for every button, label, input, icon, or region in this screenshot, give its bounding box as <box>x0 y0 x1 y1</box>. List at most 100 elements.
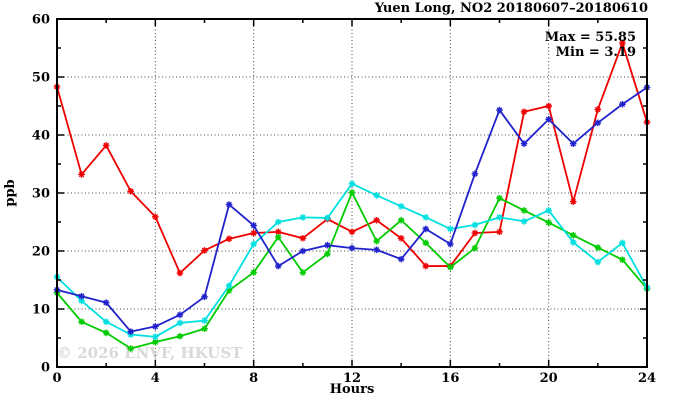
marker-green-h16 <box>447 263 454 271</box>
marker-green-h22 <box>594 244 602 251</box>
marker-green-h12 <box>348 189 356 196</box>
marker-red-h1 <box>78 171 85 178</box>
marker-cyan-h14 <box>397 203 405 210</box>
marker-blue-h14 <box>397 255 405 263</box>
marker-blue-h3 <box>127 328 135 335</box>
marker-cyan-h5 <box>176 319 184 327</box>
series-line-red <box>56 42 648 274</box>
marker-cyan-h16 <box>447 225 454 233</box>
marker-blue-h17 <box>471 170 479 178</box>
marker-red-h12 <box>348 228 356 236</box>
y-tick-label-50: 50 <box>32 71 50 86</box>
y-tick-label-30: 30 <box>32 187 50 202</box>
marker-green-h15 <box>422 239 430 247</box>
marker-blue-h10 <box>299 247 307 255</box>
marker-red-h18 <box>496 228 503 236</box>
marker-cyan-h21 <box>569 239 577 246</box>
marker-green-h13 <box>373 237 380 245</box>
marker-blue-h9 <box>274 262 282 270</box>
marker-cyan-h13 <box>373 192 380 199</box>
marker-green-h23 <box>619 256 626 263</box>
axes-and-ticks <box>56 18 648 368</box>
marker-cyan-h8 <box>250 240 257 248</box>
marker-red-h8 <box>250 229 257 237</box>
marker-cyan-h22 <box>594 258 602 266</box>
marker-cyan-h10 <box>299 214 307 221</box>
marker-cyan-h6 <box>201 317 208 324</box>
x-tick-label-8: 8 <box>249 371 258 386</box>
marker-green-h19 <box>520 207 528 214</box>
marker-red-h19 <box>520 108 528 116</box>
series-blue <box>53 84 651 335</box>
marker-red-h10 <box>299 234 307 242</box>
marker-red-h13 <box>373 216 380 224</box>
marker-cyan-h20 <box>545 207 552 214</box>
marker-green-h17 <box>471 244 479 252</box>
marker-blue-h21 <box>569 140 577 147</box>
marker-green-h14 <box>397 216 405 224</box>
marker-red-h7 <box>225 235 233 243</box>
marker-green-h2 <box>102 329 110 337</box>
y-axis-label: ppb <box>3 179 18 206</box>
marker-green-h20 <box>545 219 552 226</box>
marker-cyan-h7 <box>225 282 233 290</box>
marker-cyan-h9 <box>274 218 282 226</box>
marker-red-h14 <box>397 234 405 242</box>
y-tick-label-20: 20 <box>32 245 50 260</box>
marker-green-h3 <box>127 345 135 352</box>
marker-blue-h1 <box>78 292 85 300</box>
y-tick-label-40: 40 <box>32 129 50 144</box>
marker-red-h6 <box>201 247 208 254</box>
y-tick-label-0: 0 <box>41 361 50 376</box>
marker-blue-h15 <box>422 225 430 233</box>
marker-cyan-h11 <box>324 214 331 222</box>
marker-green-h11 <box>324 250 331 258</box>
x-tick-label-16: 16 <box>441 371 459 386</box>
marker-red-h15 <box>422 262 430 270</box>
marker-cyan-h19 <box>520 218 528 225</box>
marker-green-h8 <box>250 269 257 276</box>
marker-cyan-h15 <box>422 214 430 221</box>
marker-green-h21 <box>569 232 577 239</box>
y-tick-label-10: 10 <box>32 303 50 318</box>
marker-blue-h23 <box>619 100 626 108</box>
marker-blue-h7 <box>225 201 233 208</box>
marker-red-h22 <box>594 106 602 113</box>
marker-blue-h18 <box>496 106 503 114</box>
marker-cyan-h23 <box>619 239 626 247</box>
x-tick-label-20: 20 <box>540 371 558 386</box>
marker-cyan-h18 <box>496 214 503 221</box>
marker-blue-h11 <box>324 241 331 249</box>
marker-cyan-h12 <box>348 180 356 188</box>
marker-green-h10 <box>299 269 307 276</box>
marker-cyan-h4 <box>152 333 159 341</box>
data-series <box>53 39 651 352</box>
watermark: © 2026 ENVF, HKUST <box>57 344 243 362</box>
max-value-label: Max = 55.85 <box>545 30 636 45</box>
marker-green-h7 <box>225 287 233 294</box>
marker-red-h4 <box>152 213 159 221</box>
plot-border <box>56 18 648 368</box>
x-tick-label-12: 12 <box>343 371 361 386</box>
y-tick-label-60: 60 <box>32 13 50 28</box>
marker-red-h17 <box>471 229 479 237</box>
marker-blue-h12 <box>348 244 356 252</box>
marker-red-h20 <box>545 102 552 110</box>
min-value-label: Min = 3.19 <box>556 45 636 60</box>
tick-labels: 0 10 20 30 40 50 60 0 4 8 12 16 20 24 <box>32 13 656 387</box>
marker-red-h3 <box>127 187 135 195</box>
x-axis-label: Hours <box>330 382 375 397</box>
marker-blue-h5 <box>176 311 184 319</box>
marker-green-h4 <box>152 338 159 346</box>
marker-blue-h16 <box>447 240 454 248</box>
marker-blue-h20 <box>545 116 552 123</box>
marker-blue-h2 <box>102 299 110 306</box>
marker-green-h9 <box>274 233 282 241</box>
marker-blue-h13 <box>373 246 380 254</box>
marker-cyan-h17 <box>471 221 479 229</box>
marker-blue-h4 <box>152 323 159 330</box>
marker-blue-h22 <box>594 119 602 127</box>
x-tick-label-24: 24 <box>638 371 656 386</box>
